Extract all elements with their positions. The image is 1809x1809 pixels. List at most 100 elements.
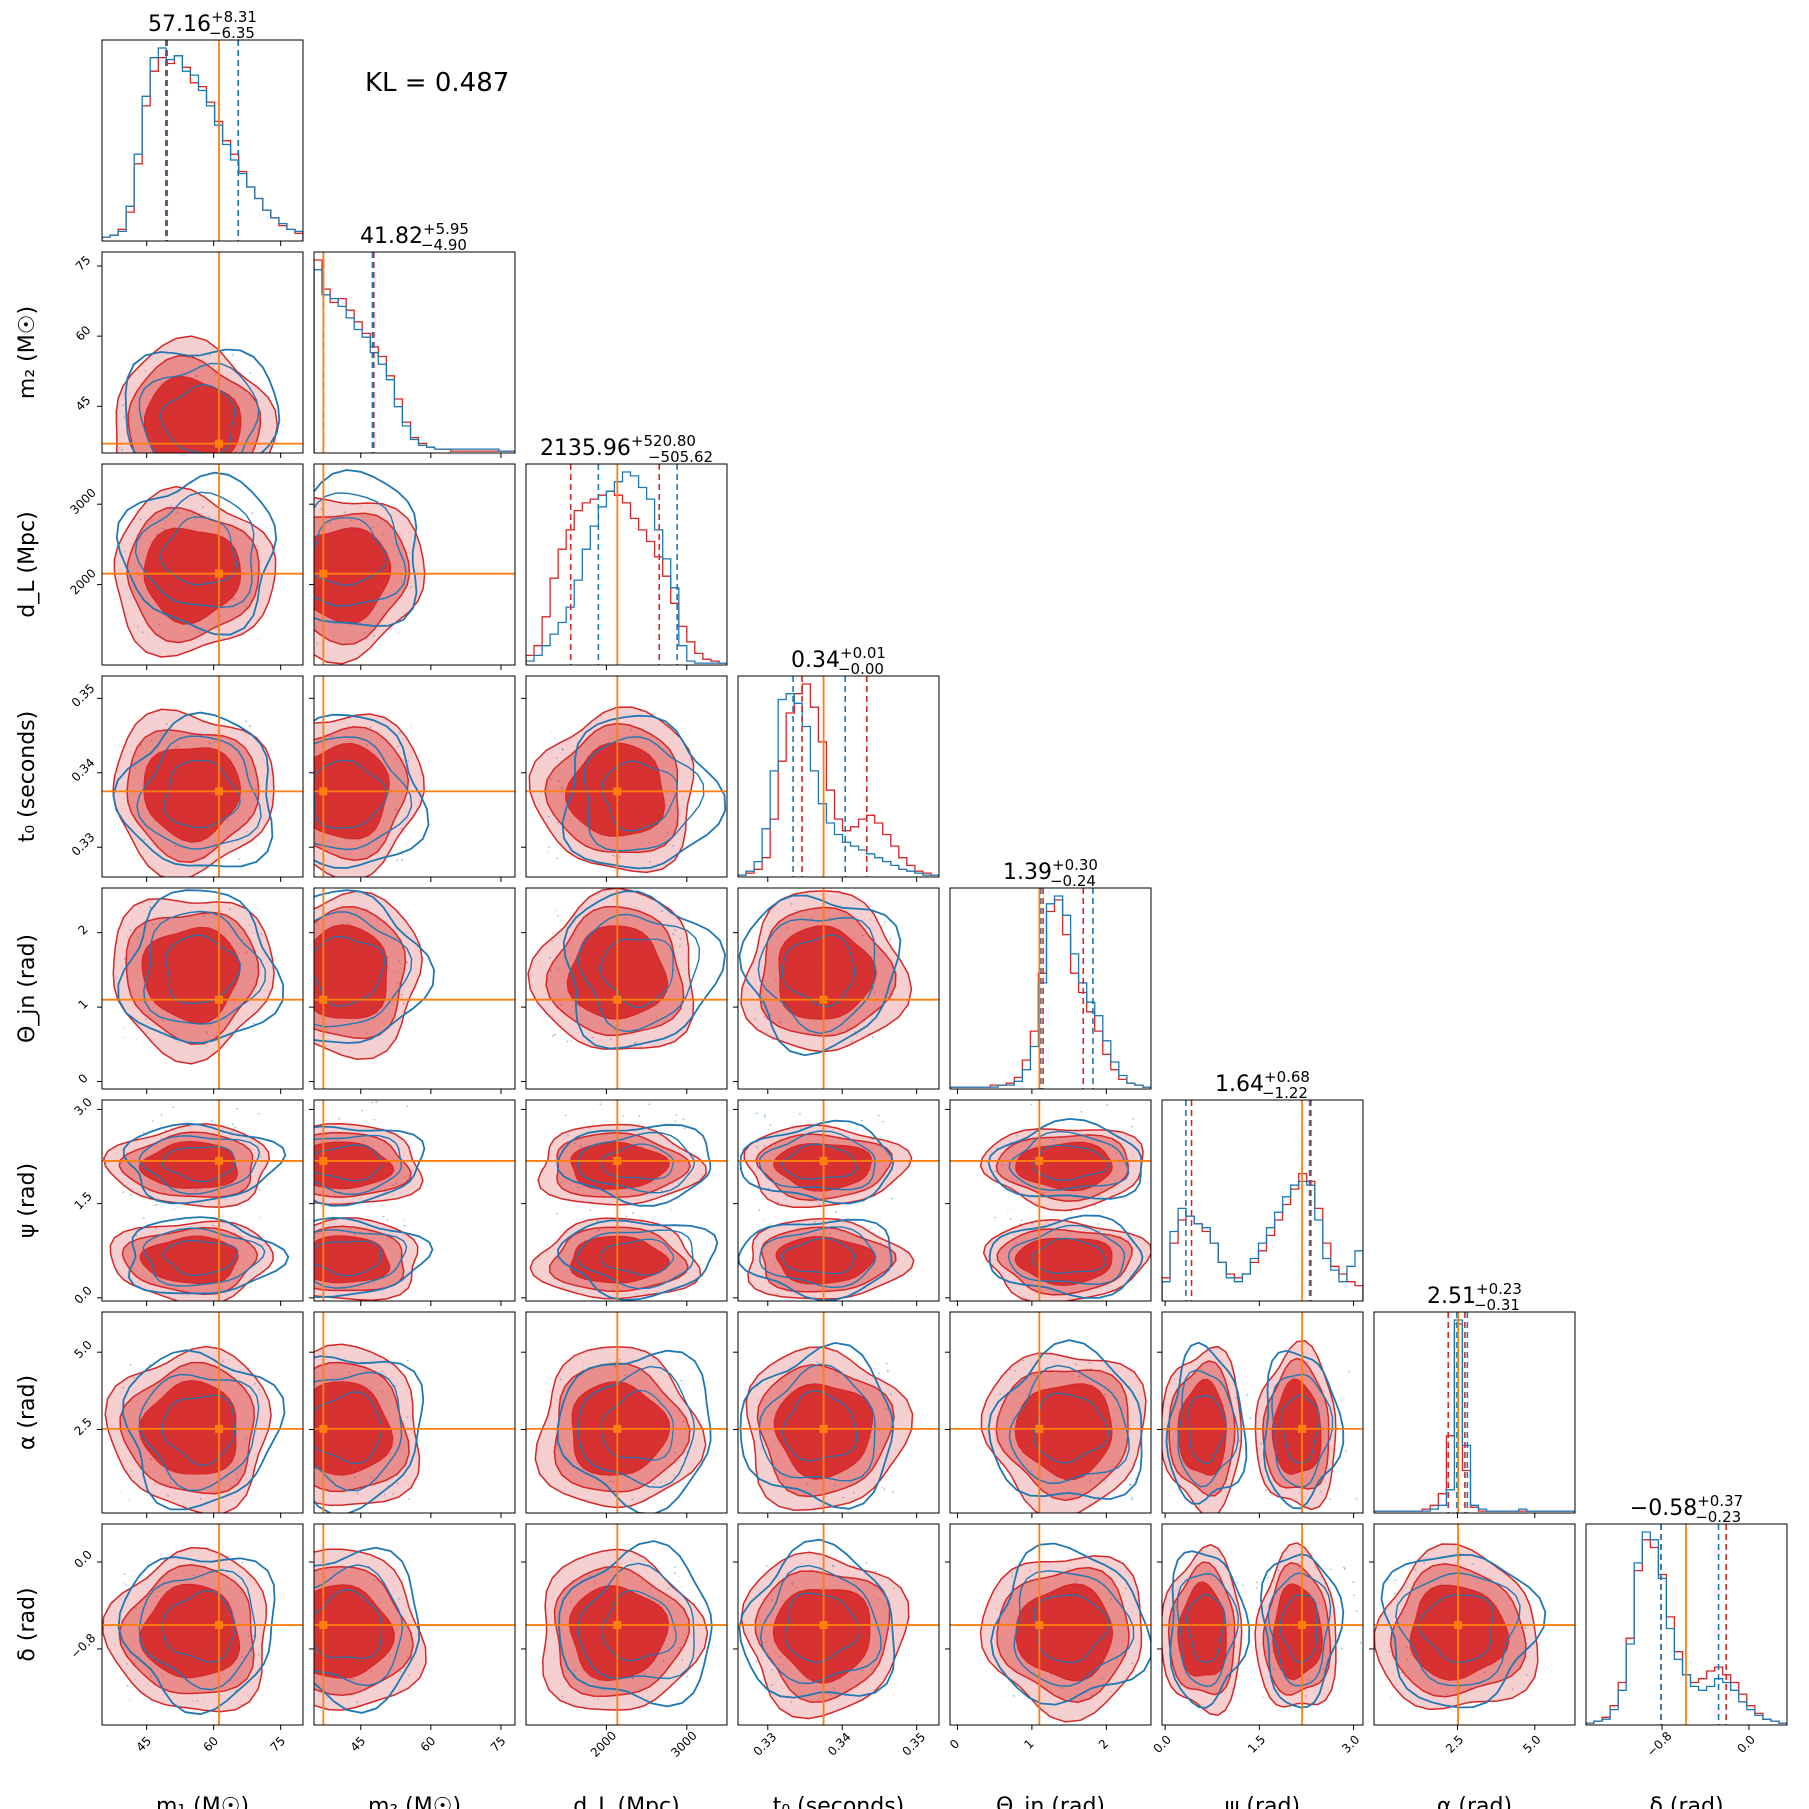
sample-point	[779, 1021, 782, 1023]
panel-frame	[313, 463, 516, 666]
sample-point	[585, 1196, 588, 1199]
panel-frame	[525, 1523, 728, 1726]
sample-point	[258, 1388, 261, 1391]
sample-point	[640, 1580, 643, 1583]
sample-point	[1355, 1610, 1358, 1612]
histogram-a-t0	[738, 683, 939, 877]
panel-delta-vs-delta: −0.58+0.37 −0.23 −0.8 0.0	[1585, 1492, 1788, 1759]
sample-point	[653, 1482, 656, 1485]
sample-point	[1343, 1568, 1346, 1571]
truth-marker	[1035, 1621, 1044, 1630]
sample-point	[405, 843, 408, 846]
sample-point	[1022, 1359, 1024, 1362]
sample-point	[1388, 1650, 1391, 1653]
sample-point	[123, 416, 125, 419]
sample-point	[280, 1497, 282, 1499]
sample-point	[211, 1491, 214, 1493]
sample-point	[566, 1040, 569, 1043]
sample-point	[395, 808, 397, 811]
sample-point	[132, 1376, 135, 1379]
sample-point	[409, 724, 412, 727]
sample-point	[1075, 1579, 1078, 1582]
sample-point	[135, 1234, 138, 1237]
contour-b-middle	[759, 1226, 877, 1289]
sample-point	[1052, 1138, 1055, 1141]
sample-point	[130, 1470, 133, 1472]
sample-point	[402, 759, 405, 761]
sample-point	[294, 1449, 296, 1451]
sample-point	[865, 1378, 868, 1381]
sample-point	[1115, 1382, 1118, 1385]
truth-marker	[319, 1156, 328, 1165]
sample-point	[756, 1146, 758, 1149]
y-tick-label-m2: 45	[73, 393, 94, 414]
sample-point	[219, 459, 221, 461]
x-axis-label-psi: ψ (rad)	[1225, 1794, 1300, 1809]
plus-error: +520.80	[631, 432, 696, 450]
median-value: 1.64	[1215, 1072, 1264, 1097]
sample-point	[625, 916, 627, 919]
sample-point	[220, 911, 222, 913]
sample-point	[999, 1462, 1002, 1465]
sample-point	[311, 1569, 313, 1571]
sample-point	[330, 1222, 332, 1224]
sample-point	[174, 845, 177, 848]
minus-error: −0.23	[1695, 1508, 1741, 1526]
truth-marker	[819, 1424, 828, 1433]
histogram-b-thetajn	[950, 895, 1151, 1089]
sample-point	[126, 935, 129, 938]
sample-point	[641, 1695, 644, 1698]
sample-point	[625, 1215, 628, 1218]
sample-point	[551, 931, 554, 934]
sample-point	[1406, 1658, 1409, 1661]
sample-point	[162, 1676, 165, 1678]
sample-point	[305, 926, 307, 928]
sample-point	[251, 512, 254, 514]
sample-point	[755, 1112, 758, 1115]
sample-point	[666, 832, 669, 835]
sample-point	[1106, 1326, 1108, 1328]
sample-point	[886, 1610, 889, 1613]
truth-marker	[819, 1621, 828, 1630]
sample-point	[778, 1655, 781, 1658]
sample-point	[557, 780, 560, 782]
sample-point	[307, 1002, 309, 1004]
sample-point	[664, 1491, 667, 1493]
contour-b-outer	[314, 1546, 421, 1714]
sample-point	[1277, 1569, 1280, 1572]
sample-point	[1160, 1676, 1162, 1678]
sample-point	[1131, 1496, 1133, 1499]
sample-point	[405, 1479, 408, 1482]
panel-frame	[737, 1099, 940, 1302]
sample-point	[295, 1245, 297, 1247]
sample-point	[1255, 1581, 1258, 1584]
sample-point	[1108, 1600, 1111, 1603]
contour-b-middle	[134, 491, 255, 609]
sample-point	[154, 1483, 157, 1486]
sample-point	[1030, 1103, 1033, 1106]
sample-point	[612, 854, 614, 857]
contour-b-outer	[987, 1117, 1143, 1200]
sample-point	[891, 1197, 894, 1200]
panel-content	[950, 1312, 1151, 1513]
sample-point	[813, 1221, 816, 1223]
contour-b-middle	[314, 1371, 403, 1492]
sample-point	[130, 919, 133, 921]
sample-point	[1241, 1584, 1244, 1587]
sample-point	[634, 1485, 637, 1488]
median-value: −0.58	[1630, 1496, 1697, 1521]
sample-point	[1130, 1477, 1133, 1480]
sample-point	[853, 1491, 855, 1494]
sample-point	[158, 1590, 161, 1593]
sample-point	[550, 1615, 553, 1618]
sample-point	[158, 624, 161, 626]
sample-point	[365, 1315, 367, 1317]
panel-frame	[1373, 1523, 1576, 1726]
sample-point	[645, 1290, 648, 1292]
sample-point	[309, 1101, 311, 1103]
sample-point	[1012, 1694, 1015, 1697]
histogram-a-dl	[526, 490, 727, 665]
sample-point	[403, 830, 406, 833]
sample-point	[300, 812, 302, 814]
sample-point	[637, 1571, 640, 1573]
